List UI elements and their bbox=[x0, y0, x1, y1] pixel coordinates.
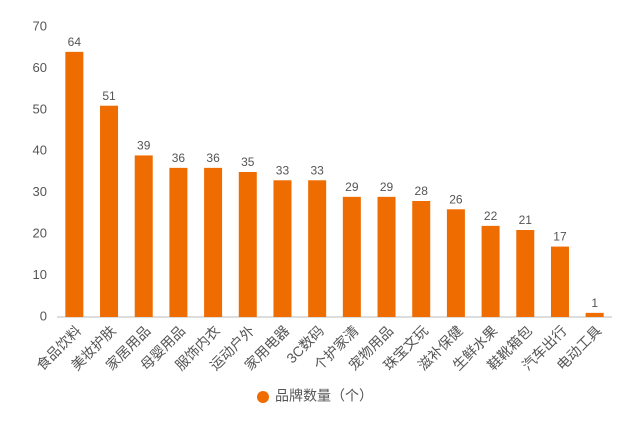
y-tick-label: 10 bbox=[33, 267, 47, 282]
bar bbox=[412, 201, 431, 317]
data-label: 1 bbox=[591, 296, 598, 310]
y-tick-label: 50 bbox=[33, 101, 47, 116]
bar bbox=[204, 167, 223, 317]
data-label: 29 bbox=[380, 180, 394, 194]
bar bbox=[585, 312, 604, 317]
y-tick-label: 70 bbox=[33, 18, 47, 33]
bar bbox=[342, 196, 361, 317]
bar bbox=[273, 180, 292, 317]
bar bbox=[169, 167, 188, 317]
bar bbox=[550, 246, 569, 317]
data-label: 36 bbox=[206, 151, 220, 165]
bar bbox=[134, 155, 153, 317]
bar bbox=[377, 196, 396, 317]
data-label: 29 bbox=[345, 180, 359, 194]
y-tick-label: 20 bbox=[33, 226, 47, 241]
bar bbox=[238, 172, 257, 317]
data-label: 33 bbox=[276, 163, 290, 177]
y-tick-label: 60 bbox=[33, 60, 47, 75]
data-label: 33 bbox=[310, 163, 324, 177]
data-label: 28 bbox=[415, 184, 429, 198]
bar bbox=[481, 225, 500, 317]
data-label: 21 bbox=[519, 213, 533, 227]
bar bbox=[100, 105, 119, 317]
data-label: 51 bbox=[102, 89, 116, 103]
data-label: 36 bbox=[172, 151, 186, 165]
bar bbox=[446, 209, 465, 317]
bar bbox=[516, 230, 535, 317]
y-tick-label: 40 bbox=[33, 143, 47, 158]
bar bbox=[65, 51, 84, 317]
data-label: 64 bbox=[68, 35, 82, 49]
data-label: 39 bbox=[137, 139, 151, 153]
data-label: 22 bbox=[484, 209, 498, 223]
data-label: 17 bbox=[553, 230, 567, 244]
legend-label: 品牌数量（个） bbox=[275, 388, 373, 404]
legend-marker bbox=[257, 391, 269, 403]
data-label: 26 bbox=[449, 192, 463, 206]
y-tick-label: 30 bbox=[33, 184, 47, 199]
y-tick-label: 0 bbox=[40, 308, 47, 323]
bar bbox=[308, 180, 327, 317]
data-label: 35 bbox=[241, 155, 255, 169]
